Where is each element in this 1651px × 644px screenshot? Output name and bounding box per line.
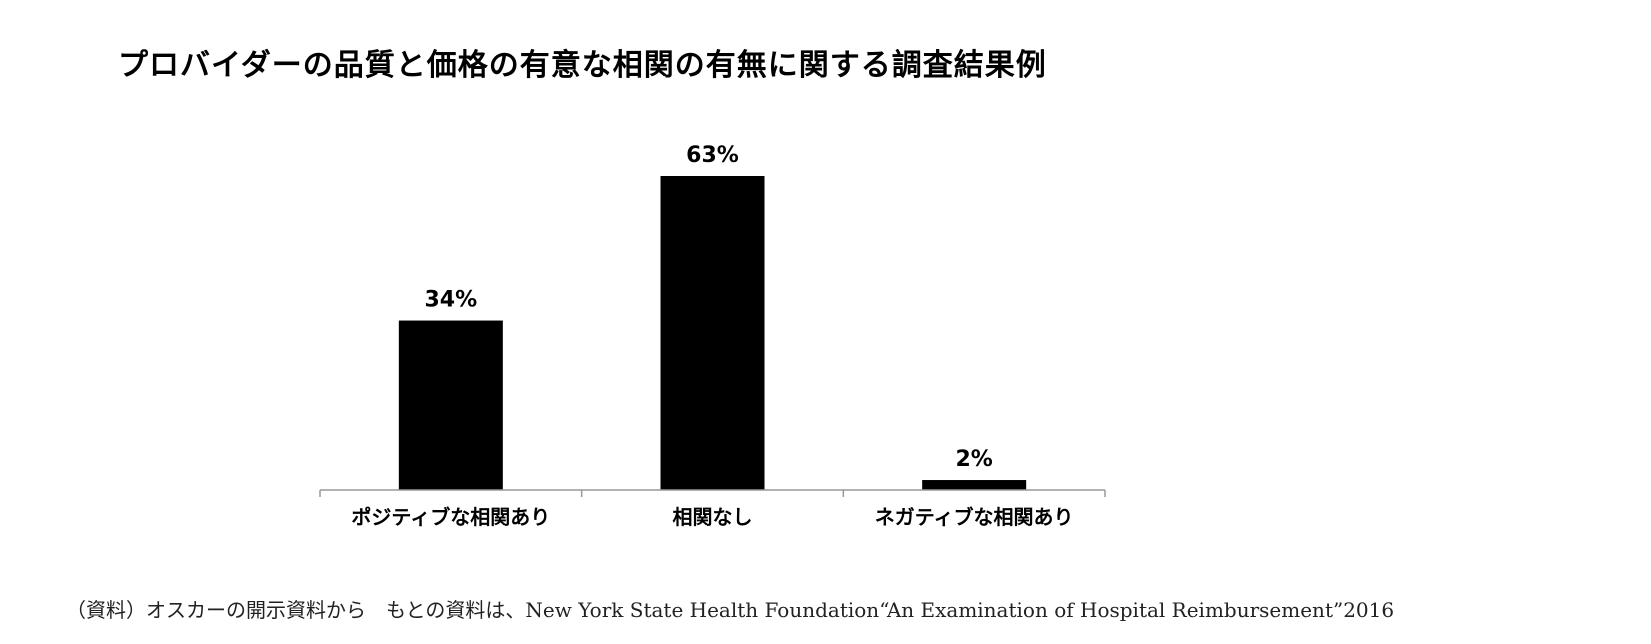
category-label-1: ポジティブな相関あり: [351, 505, 550, 529]
category-label-2: 相関なし: [673, 505, 753, 529]
bar-1: [398, 320, 503, 490]
category-label-3: ネガティブな相関あり: [875, 505, 1074, 529]
chart-title: プロバイダーの品質と価格の有意な相関の有無に関する調査結果例: [118, 48, 1047, 83]
bar-3: [922, 480, 1027, 490]
data-label-1: 34%: [424, 288, 477, 313]
labels-group: 34% ポジティブな相関あり 63% 相関なし 2% ネガティブな相関あり: [351, 143, 1073, 529]
source-note: （資料）オスカーの開示資料から もとの資料は、New York State He…: [66, 598, 1395, 622]
bar-chart: 34% ポジティブな相関あり 63% 相関なし 2% ネガティブな相関あり: [319, 143, 1106, 529]
data-label-2: 63%: [686, 143, 739, 168]
bar-2: [660, 176, 765, 490]
data-label-3: 2%: [955, 447, 992, 472]
bars-group: [398, 176, 1027, 490]
x-axis: [319, 489, 1106, 497]
